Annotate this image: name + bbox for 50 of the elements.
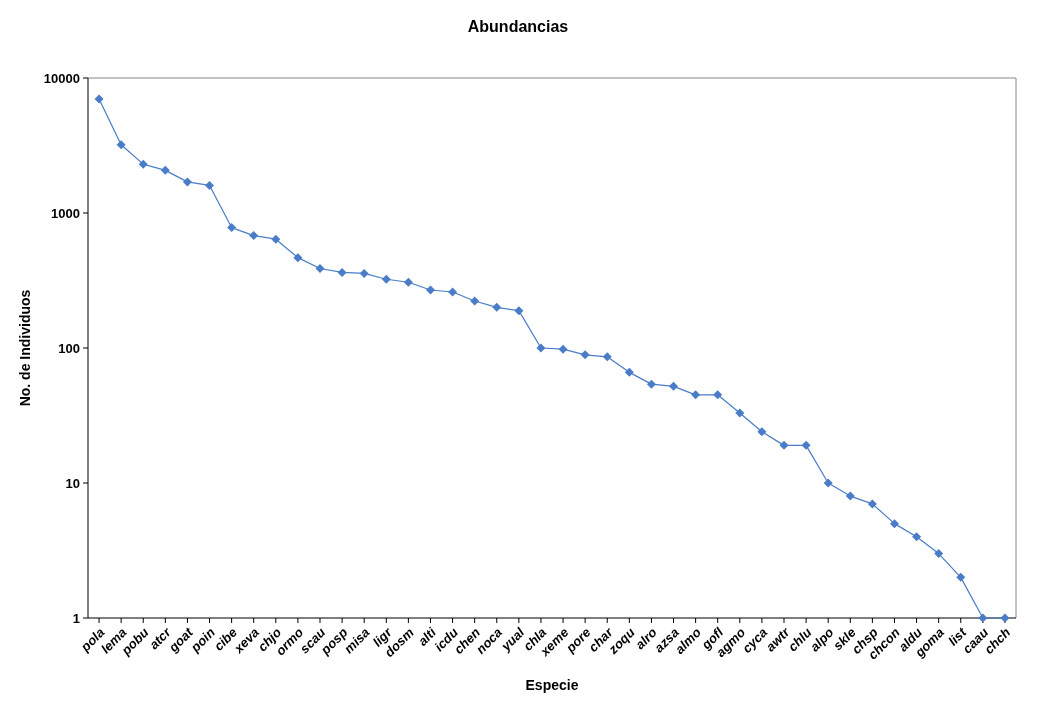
point <box>182 177 192 187</box>
point <box>116 140 126 150</box>
point <box>205 180 215 190</box>
point <box>624 367 634 377</box>
point <box>381 274 391 284</box>
point <box>691 390 701 400</box>
y-tick-label: 10000 <box>43 70 80 86</box>
point <box>315 264 325 274</box>
point <box>867 499 877 509</box>
y-tick-label: 1 <box>72 610 80 626</box>
point <box>403 277 413 287</box>
y-tick-label: 1000 <box>51 205 80 221</box>
point <box>425 285 435 295</box>
point <box>271 234 281 244</box>
y-tick-label: 10 <box>65 475 80 491</box>
chart-title: Abundancias <box>467 18 569 35</box>
point <box>602 352 612 362</box>
point <box>293 253 303 263</box>
point <box>448 287 458 297</box>
point <box>779 440 789 450</box>
point <box>138 159 148 169</box>
point <box>492 302 502 312</box>
point <box>536 343 546 353</box>
point <box>160 165 170 175</box>
point <box>978 613 988 623</box>
point <box>823 478 833 488</box>
point <box>580 350 590 360</box>
x-axis-title: Especie <box>525 677 579 693</box>
point <box>956 572 966 582</box>
point <box>558 344 568 354</box>
point <box>713 390 723 400</box>
point <box>514 306 524 316</box>
point <box>845 491 855 501</box>
y-axis-title: No. de Individuos <box>17 289 33 407</box>
point <box>227 223 237 233</box>
point <box>359 268 369 278</box>
point <box>735 408 745 418</box>
point <box>1000 613 1010 623</box>
y-tick-label: 100 <box>58 340 80 356</box>
point <box>337 267 347 277</box>
point <box>757 427 767 437</box>
point <box>669 381 679 391</box>
point <box>470 296 480 306</box>
point <box>94 94 104 104</box>
point <box>801 440 811 450</box>
point <box>249 231 259 241</box>
point <box>934 549 944 559</box>
point <box>646 379 656 389</box>
point <box>912 532 922 542</box>
point <box>889 519 899 529</box>
